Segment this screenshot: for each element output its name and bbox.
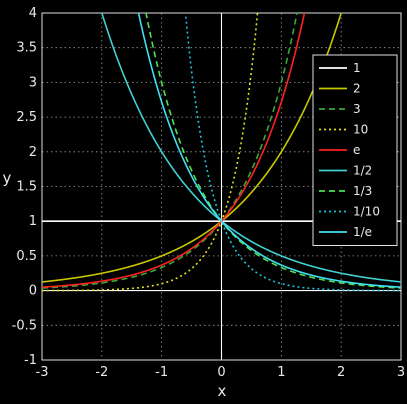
legend-label: 1/3	[353, 184, 372, 198]
y-tick-label: 0	[29, 284, 37, 299]
x-tick-label: 3	[397, 365, 405, 380]
x-axis-label: x	[218, 382, 227, 400]
legend-label: 10	[353, 123, 368, 137]
x-tick-label: -2	[95, 365, 108, 380]
tick-labels: -3 -2 -1 0 1 2 3 -1 -0.5 0 0.5 1 1.5 2 2.5 3 3.5 4	[12, 6, 406, 380]
legend-label: 1	[353, 61, 361, 75]
legend-box	[312, 54, 398, 246]
series-line-9	[137, 13, 401, 288]
y-tick-label: 3.5	[16, 41, 37, 56]
y-tick-label: 2.5	[16, 110, 37, 125]
y-axis-label: y	[3, 169, 12, 187]
y-tick-label: 0.5	[16, 249, 37, 264]
axes	[41, 12, 402, 361]
y-tick-label: 4	[29, 6, 37, 21]
legend-label: 2	[353, 82, 361, 96]
y-tick-label: -1	[24, 353, 37, 368]
y-tick-label: 1	[29, 214, 37, 229]
legend: 1 2 3 10 e 1/2 1/3 1/10 1/e	[312, 54, 398, 246]
legend-label: e	[353, 143, 360, 157]
x-tick-label: -1	[155, 365, 168, 380]
y-tick-label: 2	[29, 145, 37, 160]
legend-label: 1/2	[353, 164, 372, 178]
legend-label: 3	[353, 102, 361, 116]
x-tick-label: 1	[277, 365, 285, 380]
legend-label: 1/e	[353, 225, 372, 239]
series-lines	[42, 13, 401, 292]
y-tick-label: 1.5	[16, 180, 37, 195]
x-tick-label: -3	[36, 365, 49, 380]
legend-label: 1/10	[353, 205, 380, 219]
x-tick-label: 0	[217, 365, 225, 380]
y-tick-label: -0.5	[12, 318, 37, 333]
y-tick-label: 3	[29, 75, 37, 90]
series-line-3	[42, 13, 298, 289]
x-tick-label: 2	[337, 365, 345, 380]
